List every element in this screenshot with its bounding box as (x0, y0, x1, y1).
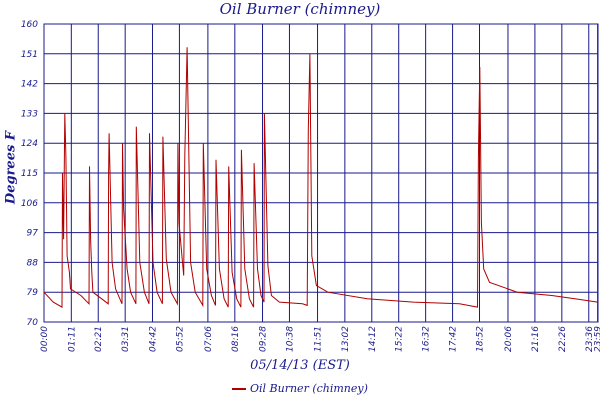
x-tick-label: 09:28 (259, 326, 269, 352)
x-tick-label: 02:21 (94, 326, 104, 352)
x-tick-label: 21:16 (531, 326, 541, 352)
x-tick-label: 03:31 (121, 326, 131, 352)
y-tick-label: 79 (27, 288, 39, 298)
y-tick-label: 133 (21, 109, 38, 119)
legend: Oil Burner (chimney) (232, 382, 368, 395)
x-tick-label: 16:32 (422, 326, 432, 352)
x-tick-label: 17:42 (449, 326, 459, 352)
x-tick-label: 13:02 (341, 326, 351, 352)
chart-title: Oil Burner (chimney) (219, 0, 381, 18)
legend-swatch (232, 387, 246, 390)
y-tick-label: 88 (27, 258, 39, 268)
y-ticks: 70 79 88 97 106 115 124 133 142 151 160 (21, 20, 38, 328)
x-tick-label: 23:59 (594, 326, 600, 352)
x-tick-label: 10:38 (285, 326, 295, 352)
x-ticks: 00:00 01:11 02:21 03:31 04:42 05:52 07:06 08:16… (40, 326, 600, 352)
series-layer (43, 47, 598, 308)
y-tick-label: 160 (21, 20, 38, 30)
x-tick-label: 08:16 (231, 326, 241, 352)
x-tick-label: 04:42 (148, 326, 158, 352)
y-tick-label: 151 (21, 50, 38, 60)
y-tick-label: 106 (21, 199, 38, 209)
x-tick-label: 00:00 (40, 326, 50, 352)
legend-label: Oil Burner (chimney) (250, 382, 368, 395)
x-axis-label: 05/14/13 (EST) (250, 358, 350, 373)
x-tick-label: 05:52 (175, 326, 185, 352)
x-tick-label: 11:51 (314, 326, 324, 352)
y-tick-label: 124 (21, 139, 38, 149)
y-tick-label: 70 (27, 318, 39, 328)
x-tick-label: 14:12 (368, 326, 378, 352)
y-tick-label: 142 (21, 80, 38, 90)
x-tick-label: 22:26 (558, 326, 568, 352)
x-tick-label: 18:52 (476, 326, 486, 352)
x-tick-label: 23:36 (585, 326, 595, 352)
series-line (43, 47, 598, 308)
grid (43, 23, 599, 323)
x-tick-label: 20:06 (504, 326, 514, 352)
y-tick-label: 115 (21, 169, 38, 179)
y-tick-label: 97 (27, 229, 39, 239)
x-tick-label: 01:11 (67, 326, 77, 352)
x-tick-label: 07:06 (204, 326, 214, 352)
x-tick-label: 15:22 (395, 326, 405, 352)
